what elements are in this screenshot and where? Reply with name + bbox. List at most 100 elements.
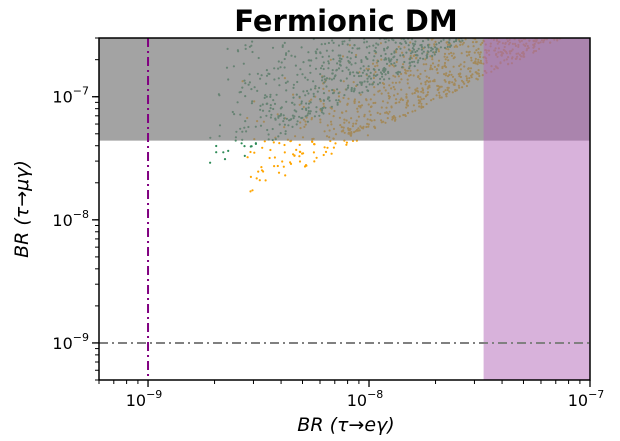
scatter-point: [582, 27, 584, 29]
scatter-point: [469, 22, 471, 24]
scatter-point: [530, 5, 532, 7]
scatter-point: [471, 7, 473, 9]
scatter-point: [268, 156, 271, 160]
scatter-point: [272, 141, 275, 144]
scatter-point: [560, 24, 562, 26]
scatter-point: [555, 13, 557, 15]
scatter-point: [576, 28, 578, 30]
scatter-point: [582, 7, 584, 9]
y-tick-label: 10−7: [52, 85, 89, 107]
scatter-point: [482, 34, 484, 36]
scatter-point: [249, 190, 252, 193]
scatter-point: [522, 4, 524, 6]
scatter-point: [487, 3, 489, 5]
scatter-point: [573, 13, 575, 15]
scatter-point: [484, 24, 486, 26]
scatter-point: [575, 21, 577, 23]
scatter-point: [483, 2, 485, 4]
scatter-point: [522, 32, 524, 34]
scatter-point: [570, 17, 572, 19]
scatter-point: [534, 27, 536, 29]
scatter-point: [465, 18, 467, 20]
scatter-point: [547, 30, 549, 32]
scatter-point: [468, 21, 470, 23]
scatter-point: [558, 2, 560, 4]
scatter-point: [550, 27, 552, 29]
scatter-point: [471, 16, 473, 18]
scatter-point: [546, 11, 548, 13]
scatter-point: [323, 146, 326, 149]
y-tick-label: 10−8: [52, 208, 89, 230]
scatter-point: [531, 18, 533, 20]
scatter-point: [480, 15, 482, 17]
scatter-point: [524, 25, 526, 27]
scatter-point: [543, 22, 545, 24]
scatter-point: [251, 189, 254, 192]
scatter-point: [480, 7, 482, 9]
scatter-point: [587, 1, 589, 3]
scatter-point: [565, 23, 567, 25]
scatter-point: [476, 23, 478, 25]
scatter-point: [481, 34, 483, 36]
scatter-point: [468, 30, 470, 32]
scatter-point: [542, 33, 544, 35]
scatter-point: [577, 9, 579, 11]
scatter-point: [588, 9, 590, 11]
scatter-point: [264, 179, 267, 182]
scatter-point: [312, 151, 315, 154]
scatter-point: [598, 13, 600, 15]
scatter-point: [589, 11, 591, 13]
scatter-point: [514, 1, 516, 3]
scatter-point: [481, 21, 483, 23]
scatter-point: [526, 13, 528, 15]
scatter-point: [549, 9, 551, 11]
scatter-point: [483, 8, 485, 10]
scatter-point: [289, 162, 293, 165]
scatter-point: [563, 34, 565, 36]
scatter-point: [556, 26, 558, 28]
scatter-point: [514, 4, 516, 6]
scatter-point: [596, 11, 598, 13]
x-tick-label: 10−8: [347, 388, 384, 410]
scatter-point: [458, 24, 460, 26]
scatter-point: [585, 15, 587, 17]
scatter-point: [554, 15, 556, 17]
scatter-point: [501, 11, 503, 13]
scatter-point: [474, 15, 476, 17]
scatter-point: [509, 4, 511, 6]
scatter-point: [541, 4, 543, 6]
scatter-point: [507, 19, 509, 21]
scatter-point: [463, 18, 465, 20]
scatter-point: [276, 164, 279, 168]
scatter-point: [580, 3, 582, 5]
scatter-point: [521, 35, 523, 37]
scatter-point: [473, 1, 475, 3]
scatter-point: [563, 5, 565, 7]
scatter-point: [295, 148, 298, 151]
scatter-point: [313, 143, 316, 146]
scatter-point: [546, 17, 548, 19]
scatter-point: [505, 2, 507, 4]
scatter-point: [260, 169, 264, 172]
scatter-point: [512, 10, 514, 12]
scatter-point: [563, 26, 565, 28]
scatter-point: [537, 26, 539, 28]
scatter-point: [478, 10, 480, 12]
scatter-point: [548, 0, 550, 2]
scatter-point: [518, 31, 520, 33]
scatter-point: [478, 26, 480, 28]
scatter-point: [263, 140, 266, 143]
scatter-point: [525, 19, 527, 21]
scatter-point: [575, 20, 577, 22]
scatter-point: [477, 25, 479, 27]
scatter-point: [563, 31, 565, 33]
scatter-point: [536, 18, 538, 20]
scatter-point: [542, 6, 544, 8]
scatter-point: [382, 1, 384, 3]
scatter-point: [586, 1, 588, 3]
scatter-point: [475, 32, 477, 34]
scatter-point: [497, 15, 499, 17]
scatter-point: [592, 11, 594, 13]
scatter-point: [441, 0, 443, 2]
scatter-point: [556, 25, 558, 27]
